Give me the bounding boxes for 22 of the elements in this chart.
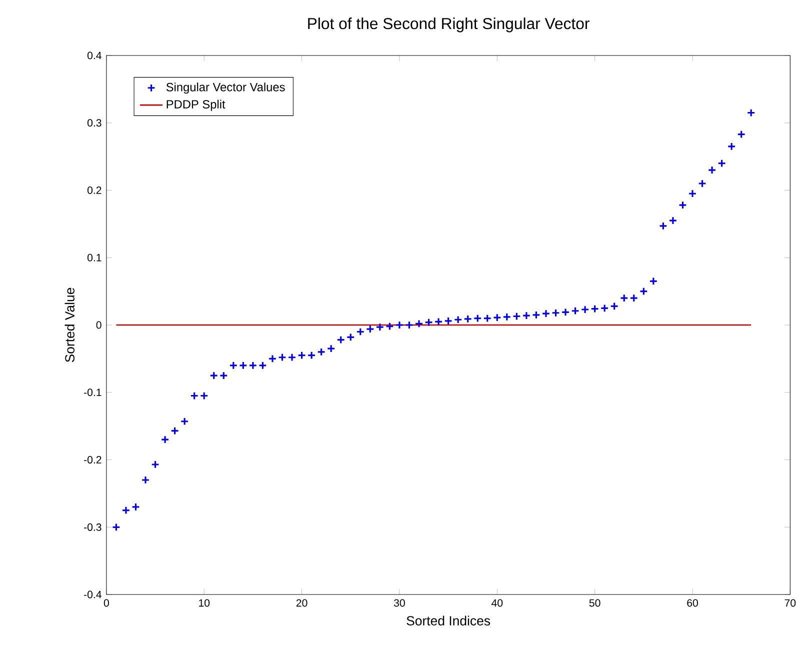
x-tick-label: 70 bbox=[784, 599, 796, 607]
y-tick-label: -0.1 bbox=[84, 388, 102, 396]
x-tick-label: 10 bbox=[199, 599, 210, 607]
y-tick-label: -0.2 bbox=[84, 456, 102, 464]
y-tick-label: 0.2 bbox=[87, 186, 102, 194]
x-tick-label: 60 bbox=[687, 599, 698, 607]
x-tick-label: 20 bbox=[296, 599, 308, 607]
x-tick-label: 0 bbox=[104, 599, 109, 607]
y-tick-label: 0.4 bbox=[87, 52, 102, 60]
y-tick-label: -0.3 bbox=[84, 523, 102, 531]
y-tick-label: -0.4 bbox=[84, 590, 102, 598]
y-tick-label: 0.1 bbox=[87, 254, 102, 262]
y-tick-label: 0.3 bbox=[87, 119, 102, 127]
legend-label: Singular Vector Values bbox=[166, 82, 285, 94]
chart-title: Plot of the Second Right Singular Vector bbox=[308, 18, 590, 32]
legend-label: PDDP Split bbox=[166, 100, 226, 111]
x-axis-title: Sorted Indices bbox=[406, 616, 490, 626]
y-tick-label: 0 bbox=[96, 321, 102, 329]
x-tick-label: 50 bbox=[589, 599, 600, 607]
x-tick-label: 30 bbox=[394, 599, 405, 607]
y-axis-title: Sorted Value bbox=[64, 288, 74, 362]
x-tick-label: 40 bbox=[492, 599, 503, 607]
